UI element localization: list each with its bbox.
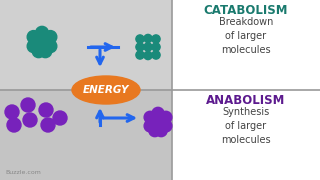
Text: ANABOLISM: ANABOLISM [206, 94, 286, 107]
Circle shape [53, 111, 67, 125]
Text: ENERGY: ENERGY [83, 85, 129, 95]
Text: CATABOLISM: CATABOLISM [204, 4, 288, 17]
Text: Synthesis
of larger
molecules: Synthesis of larger molecules [221, 107, 271, 145]
Circle shape [160, 120, 172, 132]
Circle shape [152, 51, 160, 59]
Circle shape [7, 118, 21, 132]
Ellipse shape [72, 76, 140, 104]
Circle shape [144, 111, 156, 123]
Circle shape [152, 35, 160, 43]
Circle shape [155, 125, 167, 137]
Circle shape [44, 40, 57, 53]
Circle shape [136, 51, 144, 59]
Circle shape [136, 35, 144, 43]
Bar [172, 0, 320, 180]
Circle shape [23, 113, 37, 127]
Bar [0, 90, 320, 180]
Circle shape [27, 40, 40, 53]
Circle shape [136, 43, 144, 51]
Text: Buzzle.com: Buzzle.com [5, 170, 41, 175]
Bar [0, 0, 320, 90]
Circle shape [152, 116, 164, 128]
Circle shape [149, 125, 161, 137]
Circle shape [144, 43, 152, 51]
Circle shape [144, 120, 156, 132]
Text: Breakdown
of larger
molecules: Breakdown of larger molecules [219, 17, 273, 55]
Circle shape [160, 111, 172, 123]
Circle shape [37, 37, 47, 47]
Circle shape [27, 31, 40, 43]
Circle shape [154, 118, 163, 127]
Circle shape [35, 35, 49, 49]
Circle shape [152, 107, 164, 119]
Circle shape [5, 105, 19, 119]
Circle shape [32, 45, 45, 58]
Circle shape [144, 51, 152, 60]
Circle shape [41, 118, 55, 132]
Circle shape [21, 98, 35, 112]
Circle shape [44, 31, 57, 43]
Circle shape [36, 26, 48, 39]
Circle shape [39, 45, 52, 58]
Circle shape [39, 103, 53, 117]
Circle shape [152, 43, 160, 51]
Circle shape [144, 34, 152, 43]
